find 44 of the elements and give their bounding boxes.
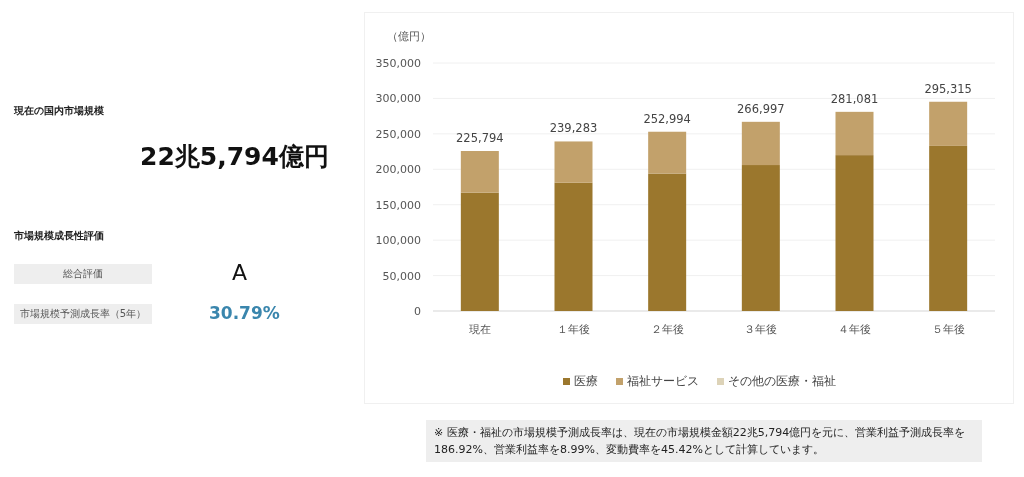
text: 市場規模予測成長率（5年） — [14, 304, 152, 324]
total-label: 281,081 — [830, 91, 879, 106]
bar — [929, 145, 968, 311]
y-tick-label: 350,000 — [375, 57, 421, 70]
total-label: 266,997 — [737, 101, 785, 116]
bar — [460, 192, 499, 311]
total-label: 295,315 — [924, 81, 972, 96]
bar — [741, 165, 780, 311]
text: 30.79% — [209, 303, 280, 323]
bar — [835, 155, 874, 311]
text: 市場規模成長性評価 — [14, 229, 104, 243]
x-tick-label: ４年後 — [838, 323, 871, 336]
bar — [741, 121, 780, 166]
y-tick-label: 150,000 — [375, 198, 421, 212]
total-label: 239,283 — [549, 121, 598, 136]
text: A — [232, 260, 248, 285]
legend-label: 福祉サービス — [627, 374, 699, 388]
y-tick-label: 100,000 — [375, 234, 421, 248]
total-label: 225,794 — [456, 131, 504, 146]
x-tick-label: 現在 — [468, 323, 491, 336]
bar — [648, 173, 687, 311]
bar — [929, 101, 968, 146]
y-tick-label: 200,000 — [375, 163, 421, 177]
bar — [835, 111, 874, 156]
x-tick-label: １年後 — [557, 323, 590, 336]
x-tick-label: ５年後 — [931, 323, 965, 336]
y-tick-label: 0 — [414, 305, 421, 318]
bar — [460, 151, 499, 193]
x-tick-label: ２年後 — [650, 323, 684, 336]
bar — [648, 131, 687, 174]
legend-label: 医療 — [574, 374, 598, 388]
total-label: 252,994 — [643, 111, 691, 126]
legend-label: その他の医療・福祉 — [728, 374, 836, 388]
x-tick-label: ３年後 — [744, 323, 778, 336]
text: ※ 医療・福祉の市場規模予測成長率は、現在の市場規模金額22兆5,794億円を元に、営業利益予測成長率を186.92%、営業利益率を8.99%、変動費率を45.42%として計算しています。 — [426, 420, 982, 462]
text: 現在の国内市場規模 — [14, 104, 104, 118]
y-axis-title: （億円） — [387, 30, 431, 43]
y-tick-label: 300,000 — [375, 92, 421, 106]
y-tick-label: 50,000 — [382, 269, 421, 283]
y-tick-label: 250,000 — [375, 127, 421, 141]
bar — [554, 141, 593, 183]
bar — [554, 182, 593, 311]
text: 22兆5,794億円 — [140, 141, 329, 173]
text: 総合評価 — [14, 264, 152, 284]
